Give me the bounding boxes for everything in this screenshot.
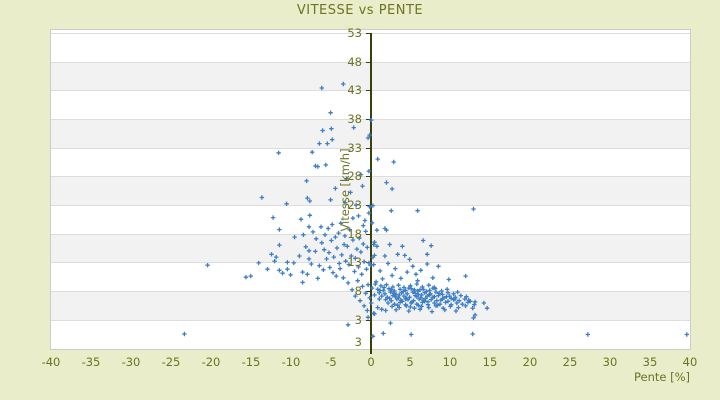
x-tick-label: 5	[406, 355, 414, 369]
y-axis-tick	[366, 33, 370, 34]
x-tick-label: -10	[281, 355, 301, 369]
x-tick-label: 25	[562, 355, 578, 369]
y-axis-tick	[366, 176, 370, 177]
x-tick-label: -5	[325, 355, 337, 369]
y-axis-tick	[366, 119, 370, 120]
y-axis-tick	[366, 62, 370, 63]
y-tick-label: 48	[347, 55, 362, 69]
x-tick-label: 20	[522, 355, 538, 369]
x-tick-label: 10	[442, 355, 458, 369]
y-tick-label: 3	[354, 313, 362, 327]
y-axis-tick	[366, 148, 370, 149]
x-axis-zero-tick	[370, 349, 372, 354]
x-tick-label: 35	[642, 355, 658, 369]
x-tick-label: 15	[482, 355, 498, 369]
y-axis-line	[370, 33, 372, 349]
y-tick-label: 28	[347, 169, 362, 183]
y-tick-label: 8	[354, 284, 362, 298]
y-tick-label: 43	[347, 83, 362, 97]
x-tick-label: -25	[161, 355, 181, 369]
y-axis-tick	[366, 205, 370, 206]
x-tick-label: 0	[367, 355, 375, 369]
y-tick-label: 23	[347, 198, 362, 212]
chart-title: VITESSE vs PENTE	[296, 3, 424, 18]
x-tick-label: -40	[41, 355, 61, 369]
y-axis-bottom-label: 3	[354, 335, 362, 349]
y-tick-label: 18	[347, 227, 362, 241]
y-axis-tick	[366, 291, 370, 292]
x-axis-title: Pente [%]	[633, 370, 690, 384]
y-axis-tick	[366, 90, 370, 91]
x-tick-label: -35	[81, 355, 101, 369]
x-tick-label: 30	[602, 355, 618, 369]
y-tick-label: 13	[347, 255, 362, 269]
y-tick-label: 33	[347, 141, 362, 155]
y-axis-title-text: Vitesse [km/h]	[338, 148, 352, 232]
y-axis-tick	[366, 320, 370, 321]
x-tick-label: -30	[121, 355, 141, 369]
y-tick-label: 38	[347, 112, 362, 126]
y-axis-tick	[366, 262, 370, 263]
x-tick-label: -15	[241, 355, 261, 369]
x-tick-label: -20	[201, 355, 221, 369]
y-axis-tick	[366, 234, 370, 235]
y-tick-label: 53	[347, 26, 362, 40]
x-tick-label: 40	[682, 355, 698, 369]
